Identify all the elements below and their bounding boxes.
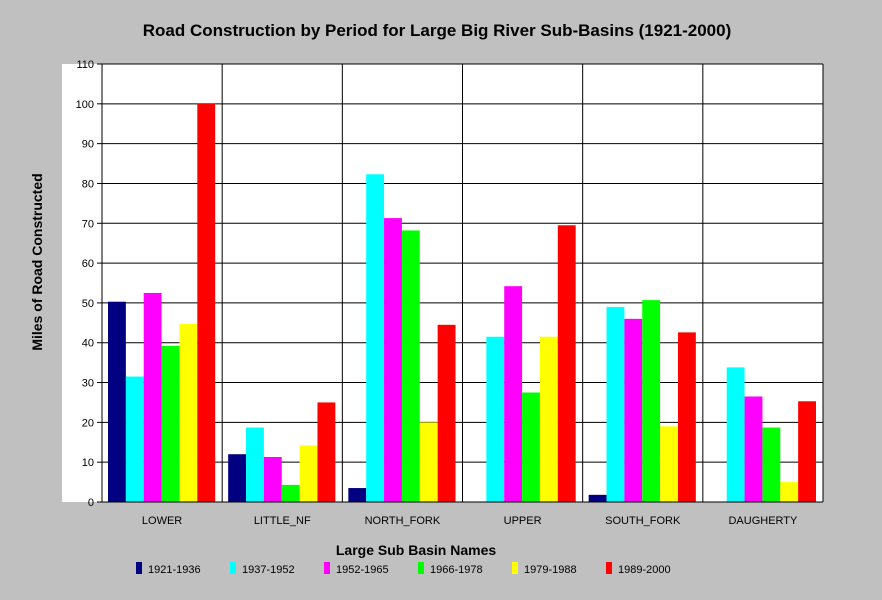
legend-swatch-1979-1988 [512,562,518,574]
y-tick-label: 100 [76,99,94,111]
y-tick-label: 10 [82,457,94,469]
legend-label-1921-1936: 1921-1936 [148,564,201,576]
legend-swatch-1937-1952 [230,562,236,574]
bar-upper-1979-1988 [539,336,558,502]
bar-upper-1937-1952 [486,336,505,502]
legend-swatch-1989-2000 [606,562,612,574]
legend-label-1979-1988: 1979-1988 [524,564,577,576]
y-tick-label: 40 [82,338,94,350]
bar-little-nf-1966-1978 [281,484,300,502]
bar-little-nf-1921-1936 [228,454,247,502]
legend-label-1966-1978: 1966-1978 [430,564,483,576]
axes: 0 10 20 30 40 50 60 70 80 90 100 110 LOWER LITTLE_NF N… [76,59,823,527]
x-tick-label: UPPER [504,515,542,527]
bar-lower-1937-1952 [125,376,144,502]
x-tick-label: LITTLE_NF [254,515,311,527]
legend-swatch-1952-1965 [324,562,330,574]
bar-little-nf-1979-1988 [299,445,318,502]
bar-north-fork-1979-1988 [419,422,438,502]
bar-north-fork-1921-1936 [348,488,367,502]
y-tick-label: 70 [82,218,94,230]
chart-title: Road Construction by Period for Large Bi… [143,21,732,40]
bar-little-nf-1937-1952 [246,427,264,502]
legend-label-1937-1952: 1937-1952 [242,564,295,576]
bar-lower-1921-1936 [108,301,126,502]
bar-little-nf-1989-2000 [317,402,336,502]
y-tick-label: 110 [76,59,94,71]
bar-south-fork-1989-2000 [677,332,696,502]
bar-lower-1989-2000 [197,103,216,503]
bar-south-fork-1937-1952 [606,306,625,502]
bar-upper-1989-2000 [557,225,576,502]
bar-lower-1979-1988 [179,324,198,502]
bar-daugherty-1937-1952 [726,367,745,502]
bar-south-fork-1921-1936 [588,494,607,502]
x-axis-label: Large Sub Basin Names [336,542,496,558]
legend-swatch-1966-1978 [418,562,424,574]
legend-label-1989-2000: 1989-2000 [618,564,671,576]
y-tick-label: 30 [82,378,94,390]
x-tick-label: DAUGHERTY [728,515,798,527]
y-tick-label: 80 [82,178,94,190]
y-tick-label: 50 [82,298,94,310]
bar-upper-1952-1965 [504,286,523,502]
legend-label-1952-1965: 1952-1965 [336,564,389,576]
bar-daugherty-1979-1988 [780,482,799,502]
bar-north-fork-1989-2000 [437,324,456,502]
bar-south-fork-1979-1988 [660,426,678,502]
y-axis-label: Miles of Road Constructed [29,173,45,350]
legend: 1921-1936 1937-1952 1952-1965 1966-1978 1979… [136,562,671,576]
x-tick-label: SOUTH_FORK [605,515,681,527]
bar-daugherty-1952-1965 [744,396,763,502]
y-tick-label: 0 [88,497,94,509]
bar-upper-1966-1978 [522,392,540,502]
bar-south-fork-1966-1978 [642,300,661,502]
bar-little-nf-1952-1965 [263,457,282,502]
legend-swatch-1921-1936 [136,562,142,574]
grid-lines [101,63,824,503]
bar-daugherty-1966-1978 [762,427,781,502]
y-tick-label: 90 [82,139,94,151]
bar-south-fork-1952-1965 [624,318,643,502]
bar-lower-1966-1978 [161,345,180,502]
bars [108,103,816,503]
bar-north-fork-1952-1965 [384,218,402,502]
y-tick-label: 60 [82,258,94,270]
x-tick-label: NORTH_FORK [365,515,441,527]
bar-daugherty-1989-2000 [798,401,816,502]
bar-north-fork-1966-1978 [401,230,420,502]
bar-north-fork-1937-1952 [366,174,385,502]
bar-lower-1952-1965 [143,292,162,502]
x-tick-label: LOWER [142,515,182,527]
y-tick-label: 20 [82,417,94,429]
